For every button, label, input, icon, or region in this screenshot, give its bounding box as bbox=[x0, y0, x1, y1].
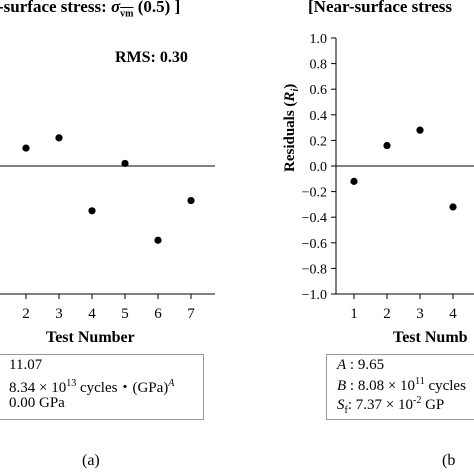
right-x-tick-label: 3 bbox=[416, 306, 424, 322]
right-box-line2-exp: 11 bbox=[415, 376, 425, 387]
right-data-point bbox=[350, 177, 358, 185]
right-box-line1-value: : 9.65 bbox=[346, 357, 385, 373]
right-box-line1: A : 9.65 bbox=[337, 357, 384, 374]
right-y-tick-label: 0.6 bbox=[310, 83, 328, 98]
right-ylabel-close: ) bbox=[282, 83, 298, 89]
right-chart-title: [Near-surface stress bbox=[308, 0, 452, 16]
left-title-text: -surface stress: bbox=[0, 0, 111, 16]
right-y-tick-label: 0.4 bbox=[310, 109, 328, 124]
right-y-tick-label: −0.2 bbox=[302, 186, 327, 201]
left-x-tick-label: 2 bbox=[22, 306, 30, 322]
left-x-tick-label: 4 bbox=[88, 306, 96, 322]
right-x-tick-label: 2 bbox=[383, 306, 391, 322]
right-y-tick-label: −0.8 bbox=[302, 262, 327, 277]
left-chart-title: -surface stress: σvm (0.5) ] bbox=[0, 0, 180, 19]
right-x-tick-label: 1 bbox=[350, 306, 358, 322]
left-box-line2-units-exp: A bbox=[168, 378, 175, 389]
right-chart: 1.0 0.8 0.6 0.4 0.2 0.0 −0.2 −0.4 −0.6 −0.8 −1.0 1… bbox=[302, 32, 474, 322]
left-x-ticks: 2 3 4 5 6 7 bbox=[22, 294, 195, 322]
right-box-line3-sub: f bbox=[344, 405, 348, 416]
left-box-line3: 0.00 GPa bbox=[9, 395, 65, 411]
right-ylabel-text: Residuals ( bbox=[282, 101, 298, 172]
left-x-axis-label: Test Number bbox=[46, 329, 135, 346]
right-y-axis-label: Residuals (Ri) bbox=[282, 84, 301, 172]
right-ylabel-var: R bbox=[282, 91, 298, 102]
left-box-line2-units: cycles・(GPa) bbox=[76, 380, 169, 396]
left-data-point bbox=[154, 236, 162, 244]
right-points bbox=[350, 126, 457, 211]
left-data-point bbox=[55, 134, 63, 142]
right-box-line3: Sf: 7.37 × 10-2 GP bbox=[337, 395, 444, 416]
left-box-line2-value: 8.34 × 10 bbox=[9, 380, 67, 396]
left-x-tick-label: 7 bbox=[187, 306, 195, 322]
right-box-line2-units: cycles bbox=[424, 378, 466, 394]
right-x-tick-label: 4 bbox=[449, 306, 457, 322]
right-caption: (b bbox=[442, 452, 456, 469]
right-box-line2: B : 8.08 × 1011 cycles bbox=[337, 376, 466, 395]
left-box-line1: 11.07 bbox=[9, 357, 43, 373]
left-points bbox=[22, 134, 195, 244]
left-rms-annotation: RMS: 0.30 bbox=[115, 49, 188, 66]
right-y-tick-label: 0.0 bbox=[310, 160, 328, 175]
right-y-tick-label: −0.6 bbox=[302, 237, 327, 252]
right-data-point bbox=[449, 203, 457, 211]
left-caption: (a) bbox=[82, 452, 100, 469]
left-box-line2-exp: 13 bbox=[66, 378, 77, 389]
right-parameter-box: A : 9.65 B : 8.08 × 1011 cycles Sf: 7.37… bbox=[326, 354, 474, 420]
left-parameter-box: 11.07 8.34 × 1013 cycles・(GPa)A 0.00 GPa bbox=[0, 354, 204, 420]
right-y-tick-label: −0.4 bbox=[302, 211, 327, 226]
right-ylabel-sub: i bbox=[290, 88, 301, 92]
right-box-line3-units: GP bbox=[421, 397, 445, 413]
right-y-tick-label: 0.2 bbox=[310, 134, 328, 149]
right-y-tick-label: −1.0 bbox=[302, 288, 327, 303]
right-y-tick-label: 0.8 bbox=[310, 58, 328, 73]
right-box-line3-var: S bbox=[337, 397, 345, 413]
left-data-point bbox=[187, 196, 195, 205]
left-data-point bbox=[88, 207, 96, 215]
right-x-axis-label: Test Numb bbox=[393, 329, 468, 346]
right-box-line2-value: : 8.08 × 10 bbox=[346, 378, 416, 394]
left-data-point bbox=[121, 159, 129, 168]
right-box-line1-var: A bbox=[337, 357, 347, 373]
right-box-line3-value: : 7.37 × 10 bbox=[347, 397, 413, 413]
right-y-ticks: 1.0 0.8 0.6 0.4 0.2 0.0 −0.2 −0.4 −0.6 −0.8 −1.0 bbox=[302, 32, 336, 303]
right-y-tick-label: 1.0 bbox=[310, 32, 328, 47]
left-title-close: ] bbox=[170, 0, 181, 16]
left-title-arg: (0.5) bbox=[133, 0, 171, 16]
right-data-point bbox=[383, 141, 391, 150]
left-box-line2: 8.34 × 1013 cycles・(GPa)A bbox=[9, 376, 174, 397]
left-x-tick-label: 6 bbox=[154, 306, 162, 322]
right-x-ticks: 1 2 3 4 bbox=[350, 294, 457, 322]
right-box-line2-var: B bbox=[337, 378, 347, 394]
left-title-sub: vm bbox=[120, 8, 134, 20]
left-chart: 2 3 4 5 6 7 bbox=[0, 134, 215, 322]
left-x-tick-label: 3 bbox=[55, 306, 63, 322]
left-x-tick-label: 5 bbox=[121, 306, 129, 322]
right-data-point bbox=[416, 126, 424, 134]
left-title-sigma: σ bbox=[110, 0, 121, 16]
right-box-line3-exp: -2 bbox=[412, 395, 422, 406]
left-data-point bbox=[22, 144, 30, 152]
